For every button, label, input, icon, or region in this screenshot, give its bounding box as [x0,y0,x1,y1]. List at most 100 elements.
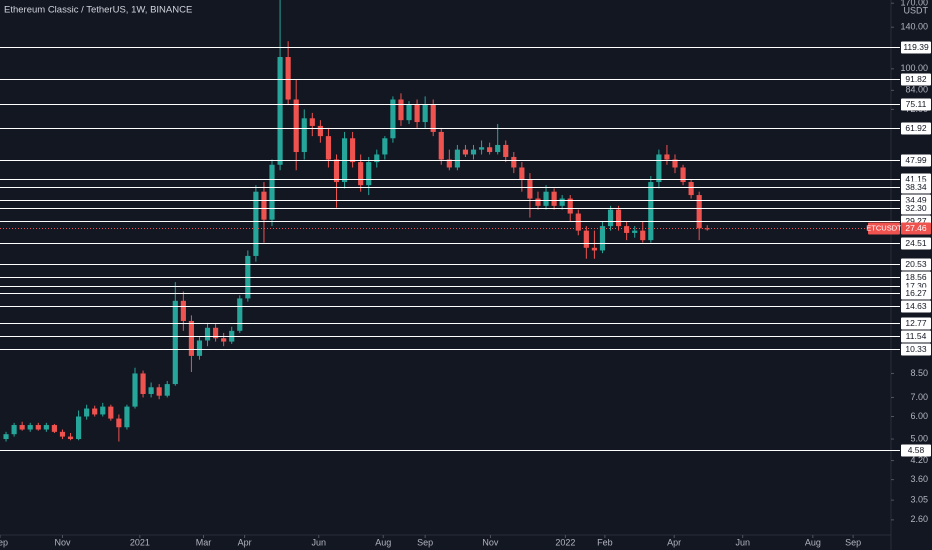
candle-body [164,384,170,396]
candle-body [325,136,332,160]
candle-body [366,162,372,186]
y-tick-label: 4.20 [910,455,928,465]
candle-body [67,436,74,440]
candle-body [672,159,678,168]
level-label: 18.56 [905,272,927,282]
candle-body [478,147,485,150]
x-tick-label: Apr [667,537,681,547]
x-tick-label: 2022 [555,537,575,547]
x-tick-label: Feb [597,537,613,547]
y-tick-label: 100.00 [900,63,928,73]
candle-body [422,104,428,123]
x-tick-label: Sep [845,537,861,547]
x-tick-label: Nov [54,537,71,547]
level-label: 119.39 [903,42,929,52]
candle-body [309,118,315,126]
candle-body [100,406,106,415]
y-tick-label: 2.60 [910,514,928,524]
candle-body [438,131,444,160]
candle-body [156,387,162,396]
candle-body [680,167,686,183]
level-label-box [901,181,931,194]
candle-body [148,387,154,394]
candle-body [132,373,138,407]
candle-body [624,226,630,233]
x-tick-label: Aug [375,537,391,547]
candle-body [277,57,283,165]
candle-body [124,406,130,428]
candle-body [237,298,243,331]
level-label: 29.27 [905,216,927,226]
candle-body [188,320,194,356]
candle-body [511,156,517,168]
candle-body [551,191,557,206]
candle-body [180,300,186,321]
candle-body [333,159,340,183]
candle-body [599,226,606,251]
level-label-box [901,300,931,313]
candle-body [527,178,533,199]
candle-body [704,228,710,230]
candle-body [406,104,412,121]
y-tick-label: 3.60 [910,474,928,484]
x-tick-label: Sep [417,537,433,547]
candle-body [640,230,646,241]
y-tick-label: 170.00 [900,0,928,8]
level-label: 38.34 [905,182,927,192]
x-tick-label: Jun [735,537,750,547]
y-tick-label: 7.00 [910,392,928,402]
candle-body [76,416,82,440]
candle-body [519,167,525,179]
candle-body [293,99,299,153]
candle-body [607,209,614,227]
level-label-box [901,73,931,86]
candle-body [414,104,420,123]
x-tick-label: Apr [238,537,252,547]
price-tag [901,222,931,235]
candle-body [575,213,581,231]
level-label-box [901,202,931,215]
candle-body [487,147,493,153]
candle-body [196,340,203,356]
candle-body [559,198,565,206]
x-tick-label: Jun [312,537,327,547]
level-label: 41.15 [905,174,927,184]
symbol-tag [868,222,900,235]
candle-body [358,162,364,186]
unit-label: USDT [904,5,929,15]
level-label: 16.27 [905,288,927,298]
level-label: 34.49 [905,195,927,205]
level-label: 91.82 [905,74,927,84]
x-tick-label: Aug [805,537,821,547]
level-label-box [901,154,931,167]
level-label: 20.53 [905,259,927,269]
level-label-box [901,122,931,135]
level-label-box [901,287,931,300]
candle-body [350,138,356,163]
y-tick-label: 8.50 [910,368,928,378]
candle-body [116,418,122,428]
candle-body [430,104,436,132]
candle-body [454,149,460,168]
candle-body [213,327,219,339]
candle-body [374,154,380,163]
candle-body [535,198,541,206]
level-label: 47.99 [905,155,927,165]
candle-body [59,431,66,437]
candle-body [664,154,670,160]
level-label: 14.63 [905,301,927,311]
candle-body [462,149,469,155]
x-tick-label: Nov [482,537,499,547]
candle-body [446,159,452,168]
candle-body [27,425,33,430]
y-tick-label: 6.00 [910,411,928,421]
x-tick-label: 2021 [130,537,150,547]
level-label-box [901,317,931,330]
level-label: 11.54 [906,331,927,341]
y-tick-label: 5.00 [910,433,928,443]
candle-body [382,138,388,155]
candle-body [108,406,114,419]
candle-body [92,408,98,415]
level-label-box [901,98,931,111]
y-tick-label: 140.00 [900,22,928,32]
